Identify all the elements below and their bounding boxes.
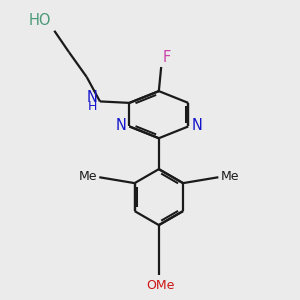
Text: Me: Me xyxy=(78,170,97,183)
Text: HO: HO xyxy=(29,13,51,28)
Text: H: H xyxy=(88,100,98,113)
Text: N: N xyxy=(116,118,126,134)
Text: N: N xyxy=(87,90,98,105)
Text: F: F xyxy=(163,50,171,64)
Text: N: N xyxy=(191,118,202,134)
Text: OMe: OMe xyxy=(146,279,175,292)
Text: Me: Me xyxy=(221,170,239,183)
